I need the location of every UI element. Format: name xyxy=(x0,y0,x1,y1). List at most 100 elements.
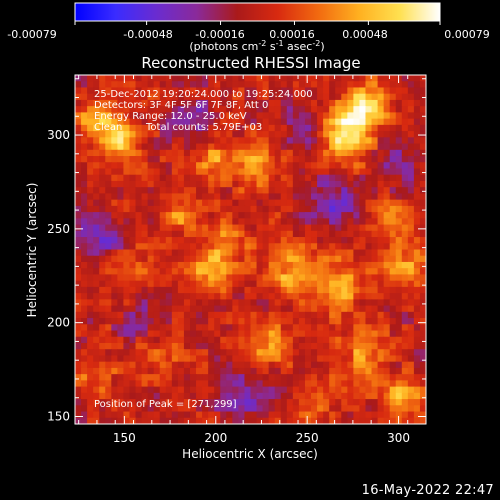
heatmap-cell xyxy=(335,81,342,89)
heatmap-cell xyxy=(280,392,288,400)
heatmap-cell xyxy=(298,93,306,101)
heatmap-cell xyxy=(153,380,161,388)
heatmap-cell xyxy=(359,187,367,195)
heatmap-cell xyxy=(274,193,282,201)
heatmap-cell xyxy=(214,336,221,344)
heatmap-cell xyxy=(389,293,397,300)
heatmap-cell xyxy=(99,143,106,151)
heatmap-cell xyxy=(286,355,294,363)
heatmap-cell xyxy=(256,81,264,89)
heatmap-cell xyxy=(147,349,155,357)
heatmap-cell xyxy=(298,399,306,406)
heatmap-cell xyxy=(383,156,391,163)
heatmap-cell xyxy=(226,99,233,107)
heatmap-cell xyxy=(244,212,252,219)
heatmap-cell xyxy=(75,293,82,300)
heatmap-cell xyxy=(335,93,342,101)
heatmap-cell xyxy=(377,118,385,126)
heatmap-cell xyxy=(347,218,354,226)
heatmap-cell xyxy=(323,87,330,95)
heatmap-cell xyxy=(250,342,258,350)
heatmap-cell xyxy=(232,367,239,375)
heatmap-cell xyxy=(280,187,288,195)
heatmap-cell xyxy=(135,268,143,276)
heatmap-cell xyxy=(238,131,246,138)
heatmap-cell xyxy=(262,137,270,145)
heatmap-cell xyxy=(407,93,415,101)
heatmap-cell xyxy=(413,274,421,282)
heatmap-cell xyxy=(292,374,300,381)
heatmap-cell xyxy=(298,286,306,294)
heatmap-cell xyxy=(395,293,403,300)
heatmap-cell xyxy=(153,93,161,101)
heatmap-cell xyxy=(93,174,100,182)
heatmap-cell xyxy=(147,118,155,126)
heatmap-cell xyxy=(183,255,191,263)
heatmap-cell xyxy=(135,137,143,145)
heatmap-cell xyxy=(135,87,143,95)
heatmap-cell xyxy=(87,137,94,145)
heatmap-cell xyxy=(99,162,106,170)
heatmap-cell xyxy=(183,218,191,226)
heatmap-cell xyxy=(171,243,179,251)
heatmap-cell xyxy=(232,99,239,107)
heatmap-cell xyxy=(202,367,209,375)
heatmap-cell xyxy=(159,87,167,95)
heatmap-cell xyxy=(407,324,415,332)
heatmap-cell xyxy=(244,299,252,307)
heatmap-cell xyxy=(371,81,379,89)
heatmap-cell xyxy=(153,299,161,307)
heatmap-cell xyxy=(268,137,276,145)
heatmap-cell xyxy=(220,81,227,89)
heatmap-cell xyxy=(335,218,342,226)
heatmap-cell xyxy=(75,249,82,257)
heatmap-cell xyxy=(238,336,246,344)
heatmap-cell xyxy=(329,81,336,89)
heatmap-cell xyxy=(202,305,209,313)
heatmap-cell xyxy=(329,87,336,95)
heatmap-cell xyxy=(401,143,409,151)
heatmap-cell xyxy=(395,205,403,213)
heatmap-cell xyxy=(75,330,82,338)
heatmap-cell xyxy=(419,380,426,388)
heatmap-cell xyxy=(202,311,209,319)
heatmap-cell xyxy=(317,124,324,132)
heatmap-cell xyxy=(323,280,330,288)
heatmap-cell xyxy=(286,330,294,338)
heatmap-cell xyxy=(99,237,106,244)
heatmap-cell xyxy=(274,99,282,107)
heatmap-cell xyxy=(377,399,385,406)
heatmap-cell xyxy=(317,193,324,201)
heatmap-cell xyxy=(274,124,282,132)
heatmap-cell xyxy=(280,318,288,325)
heatmap-cell xyxy=(389,367,397,375)
heatmap-cell xyxy=(232,261,239,269)
heatmap-cell xyxy=(389,87,397,95)
heatmap-cell xyxy=(377,293,385,300)
heatmap-cell xyxy=(141,280,149,288)
heatmap-cell xyxy=(317,361,324,369)
heatmap-cell xyxy=(105,149,112,157)
heatmap-cell xyxy=(147,286,155,294)
heatmap-cell xyxy=(371,349,379,357)
heatmap-cell xyxy=(238,162,246,170)
heatmap-cell xyxy=(341,187,348,195)
heatmap-cell xyxy=(81,311,88,319)
heatmap-cell xyxy=(395,118,403,126)
heatmap-cell xyxy=(226,349,233,357)
heatmap-cell xyxy=(298,261,306,269)
heatmap-cell xyxy=(365,336,373,344)
heatmap-cell xyxy=(238,81,246,89)
heatmap-cell xyxy=(413,143,421,151)
heatmap-cell xyxy=(117,93,125,101)
heatmap-cell xyxy=(171,336,179,344)
heatmap-cell xyxy=(353,149,361,157)
heatmap-cell xyxy=(99,224,106,232)
heatmap-cell xyxy=(141,405,149,413)
heatmap-cell xyxy=(286,405,294,413)
heatmap-cell xyxy=(401,399,409,406)
heatmap-cell xyxy=(323,305,330,313)
heatmap-cell xyxy=(304,249,312,257)
heatmap-cell xyxy=(304,93,312,101)
heatmap-cell xyxy=(123,156,131,163)
